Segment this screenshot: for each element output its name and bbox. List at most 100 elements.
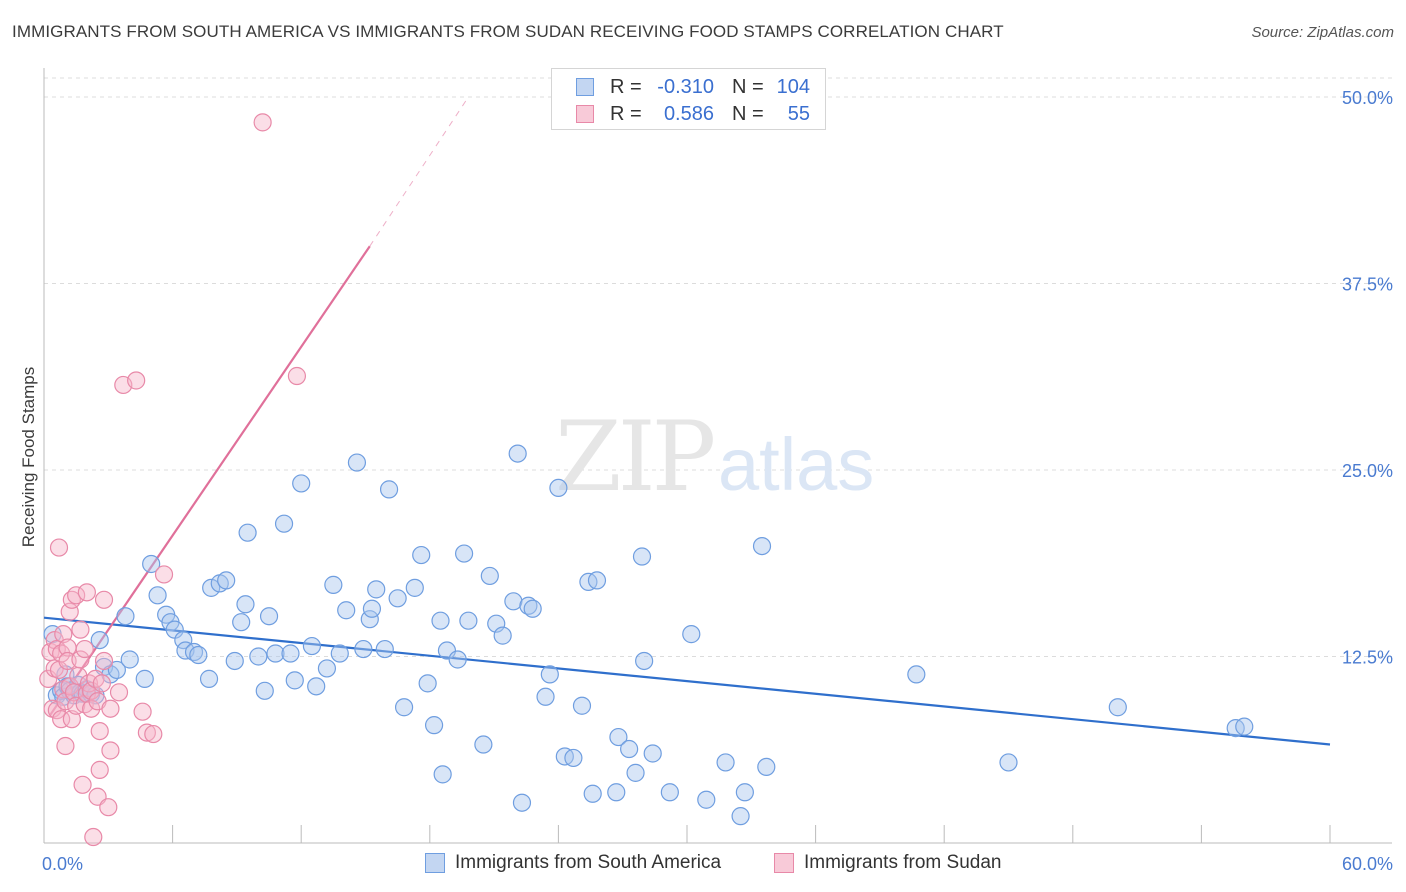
bottom-legend-swatch-pink bbox=[774, 853, 794, 873]
point-south-america bbox=[394, 698, 414, 717]
point-sudan bbox=[92, 674, 111, 693]
point-south-america bbox=[549, 478, 568, 498]
source-credit: Source: ZipAtlas.com bbox=[1251, 24, 1394, 41]
point-sudan bbox=[94, 651, 114, 671]
trend-line-sudan-extension bbox=[369, 96, 469, 247]
point-sudan bbox=[287, 366, 307, 386]
point-south-america bbox=[249, 647, 268, 666]
point-south-america bbox=[433, 765, 452, 784]
point-south-america bbox=[225, 651, 244, 671]
legend-n-value: 55 bbox=[787, 102, 810, 125]
point-south-america bbox=[292, 474, 311, 493]
legend-swatch-blue bbox=[576, 78, 594, 96]
point-south-america bbox=[116, 607, 135, 626]
bottom-legend-south-america: Immigrants from South America bbox=[425, 852, 721, 874]
point-south-america bbox=[635, 651, 654, 671]
point-sudan bbox=[253, 113, 272, 132]
trend-line-south-america bbox=[43, 616, 1331, 746]
point-sudan bbox=[62, 710, 81, 729]
point-south-america bbox=[202, 578, 221, 597]
legend-n-label: N = bbox=[732, 102, 764, 125]
point-south-america bbox=[412, 545, 431, 565]
point-south-america bbox=[907, 665, 926, 684]
point-south-america bbox=[317, 659, 337, 678]
point-south-america bbox=[424, 716, 444, 735]
point-south-america bbox=[480, 566, 499, 586]
point-south-america bbox=[281, 644, 300, 663]
point-south-america bbox=[199, 669, 219, 688]
point-south-america bbox=[107, 660, 126, 680]
point-south-america bbox=[379, 480, 399, 499]
correlation-legend: R = -0.310 N = 104 R = 0.586 N = 55 bbox=[551, 68, 826, 130]
point-south-america bbox=[609, 727, 628, 747]
point-sudan bbox=[82, 699, 101, 718]
y-tick-label: 25.0% bbox=[1342, 461, 1393, 481]
point-south-america bbox=[512, 793, 532, 812]
point-south-america bbox=[307, 677, 326, 696]
point-sudan bbox=[133, 702, 152, 721]
point-south-america bbox=[454, 544, 474, 563]
point-south-america bbox=[388, 589, 407, 608]
point-sudan bbox=[84, 827, 103, 847]
point-south-america bbox=[1235, 717, 1254, 736]
point-south-america bbox=[626, 763, 645, 782]
point-south-america bbox=[564, 748, 583, 768]
point-south-america bbox=[367, 580, 386, 599]
point-south-america bbox=[431, 611, 450, 630]
tick-labels: 12.5% 25.0% 37.5% 50.0% 0.0% 60.0% bbox=[42, 88, 1393, 874]
point-south-america bbox=[716, 753, 735, 772]
point-sudan bbox=[137, 723, 156, 742]
point-south-america bbox=[632, 547, 652, 566]
point-sudan bbox=[127, 371, 146, 390]
y-tick-label: 12.5% bbox=[1342, 648, 1393, 668]
point-south-america bbox=[148, 586, 167, 605]
point-south-america bbox=[217, 571, 236, 590]
point-south-america bbox=[259, 607, 279, 626]
trend-line-sudan bbox=[49, 245, 371, 716]
bottom-legend-label-south-america: Immigrants from South America bbox=[455, 852, 722, 873]
point-south-america bbox=[731, 807, 750, 826]
point-sudan bbox=[109, 683, 129, 702]
point-sudan bbox=[52, 710, 71, 729]
point-south-america bbox=[337, 601, 356, 620]
axes bbox=[43, 68, 1392, 844]
point-south-america bbox=[330, 644, 349, 663]
point-south-america bbox=[620, 739, 639, 759]
legend-r-value: 0.586 bbox=[663, 102, 714, 125]
point-sudan bbox=[101, 741, 120, 760]
point-south-america bbox=[572, 696, 592, 715]
legend-n-label: N = bbox=[732, 75, 764, 98]
y-axis-label: Receiving Food Stamps bbox=[19, 367, 38, 547]
point-south-america bbox=[189, 645, 208, 665]
point-sudan bbox=[99, 798, 118, 817]
point-sudan bbox=[71, 650, 90, 669]
point-south-america bbox=[474, 735, 493, 754]
bottom-legend-label-sudan: Immigrants from Sudan bbox=[804, 852, 1002, 873]
point-south-america bbox=[660, 783, 679, 802]
watermark-zip: ZIP bbox=[555, 401, 714, 513]
point-sudan bbox=[71, 620, 90, 639]
point-south-america bbox=[255, 681, 274, 700]
point-south-america bbox=[142, 554, 161, 574]
point-south-america bbox=[347, 453, 367, 472]
point-south-america bbox=[1108, 698, 1127, 717]
point-south-america bbox=[274, 514, 294, 533]
point-sudan bbox=[94, 590, 114, 609]
point-south-america bbox=[643, 744, 662, 763]
point-south-america bbox=[504, 592, 523, 611]
point-sudan bbox=[67, 586, 86, 605]
point-sudan bbox=[49, 538, 69, 557]
point-sudan bbox=[73, 775, 92, 794]
point-south-america bbox=[90, 630, 109, 650]
point-south-america bbox=[587, 571, 607, 590]
point-south-america bbox=[752, 536, 772, 556]
watermark: ZIP atlas bbox=[555, 401, 874, 513]
point-south-america bbox=[232, 613, 251, 632]
point-south-america bbox=[682, 625, 701, 644]
x-tick-label-min: 0.0% bbox=[42, 854, 83, 874]
point-south-america bbox=[697, 790, 716, 809]
point-sudan bbox=[54, 625, 73, 644]
point-south-america bbox=[236, 595, 255, 614]
watermark-atlas: atlas bbox=[718, 423, 874, 506]
